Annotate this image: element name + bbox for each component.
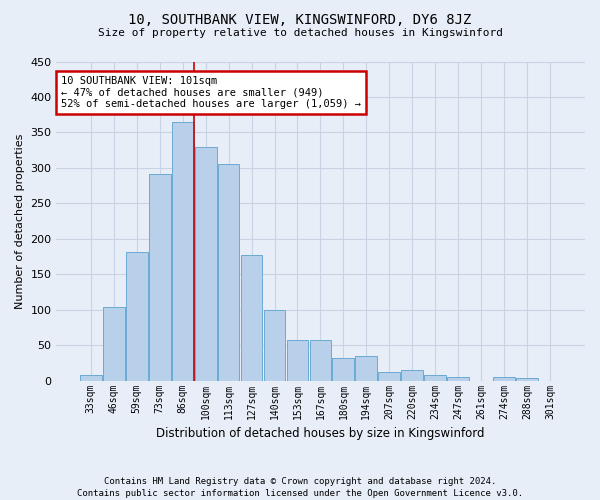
Bar <box>218 164 239 380</box>
Bar <box>310 340 331 380</box>
Bar <box>103 307 125 380</box>
Bar <box>332 358 354 380</box>
Bar <box>379 372 400 380</box>
Bar <box>516 378 538 380</box>
Text: 10, SOUTHBANK VIEW, KINGSWINFORD, DY6 8JZ: 10, SOUTHBANK VIEW, KINGSWINFORD, DY6 8J… <box>128 12 472 26</box>
Bar <box>149 174 170 380</box>
Bar <box>287 340 308 380</box>
Bar <box>493 377 515 380</box>
Bar <box>355 356 377 380</box>
Text: Size of property relative to detached houses in Kingswinford: Size of property relative to detached ho… <box>97 28 503 38</box>
Bar <box>241 255 262 380</box>
Bar <box>126 252 148 380</box>
Bar <box>447 377 469 380</box>
Bar <box>172 122 194 380</box>
Bar <box>80 375 102 380</box>
Text: Contains HM Land Registry data © Crown copyright and database right 2024.: Contains HM Land Registry data © Crown c… <box>104 477 496 486</box>
Y-axis label: Number of detached properties: Number of detached properties <box>15 134 25 309</box>
Bar <box>401 370 423 380</box>
Bar <box>195 146 217 380</box>
Bar <box>424 375 446 380</box>
Text: Contains public sector information licensed under the Open Government Licence v3: Contains public sector information licen… <box>77 488 523 498</box>
X-axis label: Distribution of detached houses by size in Kingswinford: Distribution of detached houses by size … <box>156 427 485 440</box>
Text: 10 SOUTHBANK VIEW: 101sqm
← 47% of detached houses are smaller (949)
52% of semi: 10 SOUTHBANK VIEW: 101sqm ← 47% of detac… <box>61 76 361 109</box>
Bar <box>263 310 286 380</box>
